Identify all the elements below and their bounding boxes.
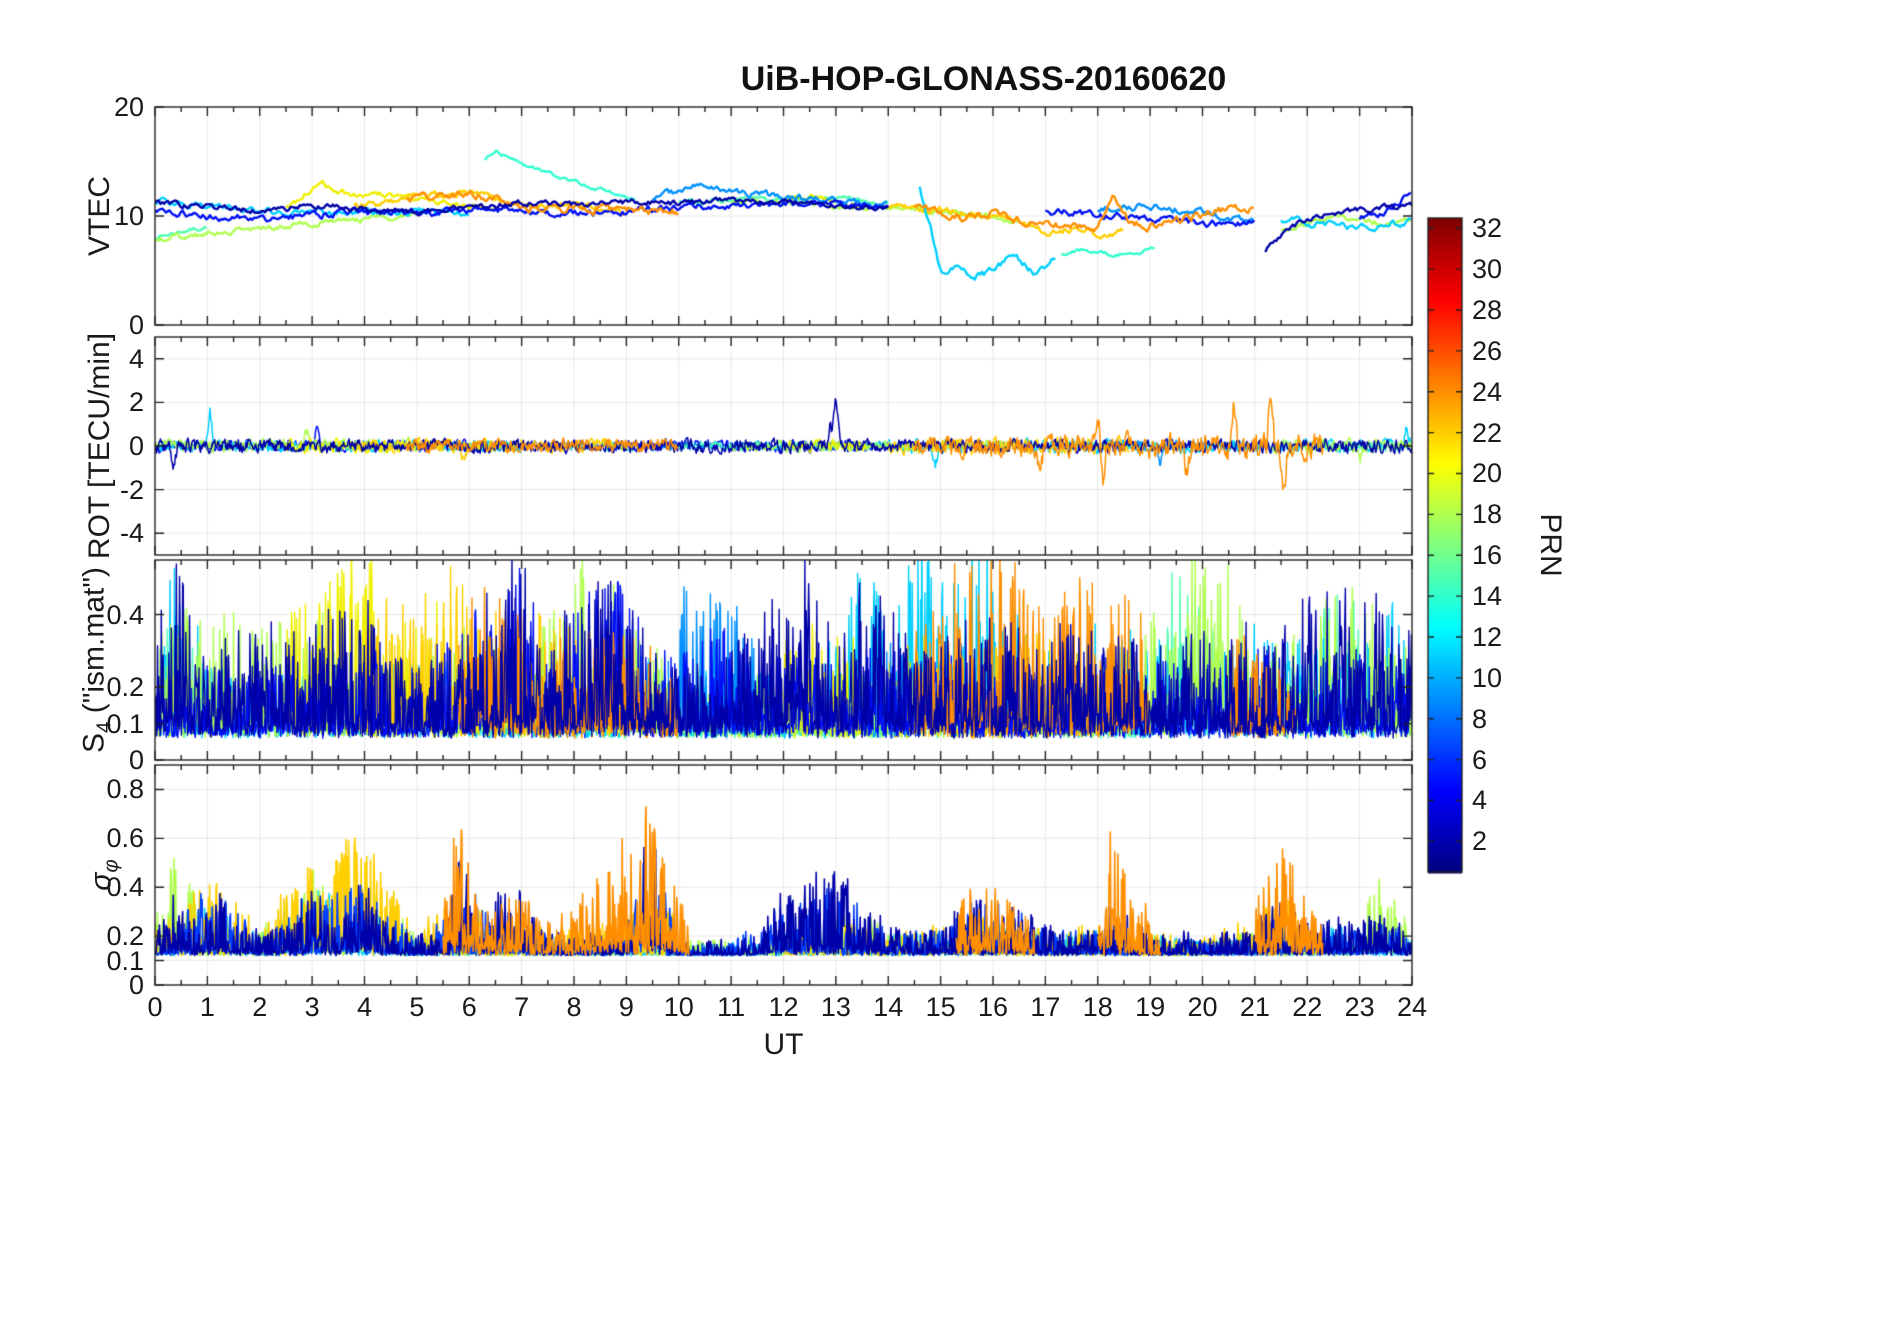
- x-tick-label: 12: [768, 992, 799, 1022]
- x-tick-label: 17: [1030, 992, 1061, 1022]
- x-tick-label: 4: [356, 992, 373, 1022]
- x-axis-label: UT: [763, 1028, 804, 1061]
- x-tick-label: 14: [873, 992, 904, 1022]
- y-tick-label: 0: [128, 310, 144, 340]
- colorbar-tick-label: 28: [1472, 294, 1503, 325]
- x-tick-label: 23: [1344, 992, 1375, 1022]
- colorbar-tick-label: 14: [1472, 581, 1503, 612]
- y-tick-label: 4: [128, 343, 144, 374]
- x-tick-label: 19: [1135, 992, 1166, 1022]
- y-tick-label: 0: [128, 745, 144, 775]
- figure-title: UiB-HOP-GLONASS-20160620: [740, 60, 1227, 98]
- colorbar-tick-label: 2: [1472, 826, 1488, 857]
- x-tick-label: 18: [1082, 992, 1113, 1022]
- colorbar-tick-label: 6: [1472, 744, 1488, 775]
- x-tick-label: 24: [1396, 992, 1428, 1022]
- colorbar-tick-label: 4: [1472, 785, 1488, 816]
- colorbar-tick-label: 32: [1472, 213, 1503, 244]
- x-tick-label: 20: [1187, 992, 1218, 1022]
- x-tick-label: 2: [252, 992, 268, 1022]
- x-tick-label: 13: [820, 992, 851, 1022]
- colorbar-tick-label: 26: [1472, 335, 1503, 366]
- phi-subscript: φ: [100, 859, 123, 873]
- x-tick-label: 9: [618, 992, 634, 1022]
- y-tick-label: -4: [119, 518, 144, 549]
- y-tick-label: 0.2: [106, 921, 144, 952]
- y-tick-label: 0.4: [106, 599, 144, 630]
- y-tick-label: 10: [113, 201, 144, 231]
- x-tick-label: 3: [304, 992, 320, 1022]
- y-tick-label: 0: [128, 970, 144, 1000]
- x-tick-label: 7: [514, 992, 530, 1022]
- colorbar-tick-label: 10: [1472, 662, 1503, 693]
- y-tick-label: 0.1: [106, 708, 144, 739]
- x-tick-label: 15: [925, 992, 956, 1022]
- x-tick-label: 8: [566, 992, 582, 1022]
- x-tick-label: 22: [1292, 992, 1323, 1022]
- colorbar-tick-label: 24: [1472, 376, 1503, 407]
- x-tick-label: 0: [147, 992, 163, 1022]
- y-tick-label: 0.2: [106, 672, 144, 703]
- colorbar-tick-label: 22: [1472, 417, 1503, 448]
- y-tick-label: 0.8: [106, 774, 144, 805]
- y-tick-label: 0.4: [106, 872, 144, 903]
- colorbar-tick-label: 18: [1472, 499, 1503, 530]
- x-tick-label: 16: [977, 992, 1009, 1022]
- x-tick-label: 5: [409, 992, 425, 1022]
- x-tick-label: 6: [461, 992, 477, 1022]
- y-tick-label: 20: [113, 92, 144, 122]
- y-tick-label: 0: [128, 431, 144, 461]
- y-tick-label: 2: [128, 387, 144, 418]
- y-tick-label: 0.6: [106, 823, 144, 854]
- colorbar-tick-label: 30: [1472, 254, 1503, 285]
- colorbar-tick-label: 8: [1472, 703, 1488, 734]
- colorbar-tick-label: 20: [1472, 458, 1503, 489]
- y-tick-label: 0.1: [106, 945, 144, 976]
- colorbar-tick-label: 16: [1472, 540, 1503, 571]
- x-tick-label: 1: [199, 992, 215, 1022]
- x-tick-label: 11: [717, 992, 746, 1022]
- x-tick-label: 10: [663, 992, 694, 1022]
- x-tick-label: 21: [1239, 992, 1270, 1022]
- y-tick-label: -2: [119, 474, 144, 505]
- colorbar-tick-label: 12: [1472, 621, 1503, 652]
